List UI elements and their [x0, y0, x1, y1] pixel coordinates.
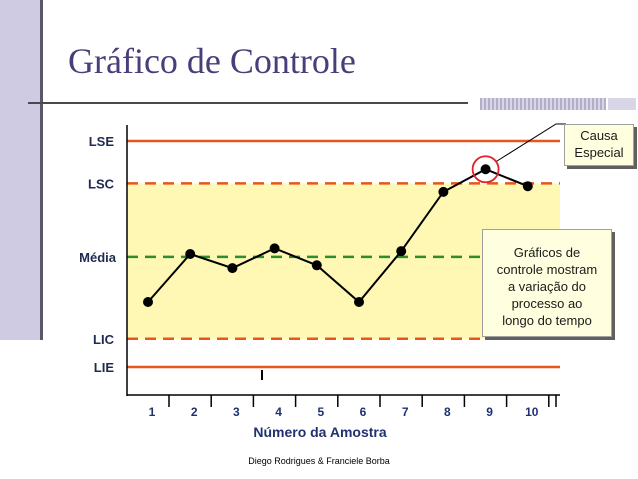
callout-leader [496, 123, 566, 162]
title-rule [28, 102, 468, 104]
callout-cause-line-1: Causa [580, 128, 618, 143]
data-point-9 [480, 164, 491, 175]
series-line [147, 168, 529, 304]
data-point-2 [185, 249, 196, 259]
x-tick-label-2: 2 [191, 405, 198, 419]
data-point-3 [227, 263, 238, 274]
x-tick-label-10: 10 [525, 405, 539, 419]
data-point-5 [311, 260, 322, 271]
control-label-4: LIC [93, 332, 115, 347]
data-point-7 [396, 246, 407, 257]
callout-special-cause: Causa Especial [564, 124, 634, 166]
control-label-1: LSE [89, 134, 115, 149]
callout-note: Gráficos de controle mostram a variação … [482, 229, 612, 337]
data-point-6 [354, 297, 364, 308]
footer-credits: Diego Rodrigues & Franciele Borba [248, 456, 390, 466]
callout-note-line-5: longo do tempo [502, 313, 592, 328]
data-point-8 [438, 186, 449, 197]
callout-note-line-1: Gráficos de [513, 245, 581, 260]
callout-note-line-4: processo ao [511, 296, 583, 311]
x-tick-label-3: 3 [233, 405, 240, 419]
x-axis-label: Número da Amostra [253, 424, 387, 440]
x-tick-label-8: 8 [444, 405, 451, 419]
title-decor-block [480, 98, 606, 110]
control-label-2: LSC [88, 176, 115, 191]
control-label-3: Média [79, 250, 117, 265]
data-point-10 [522, 181, 533, 192]
x-tick-label-1: 1 [149, 405, 156, 419]
x-tick-label-6: 6 [360, 405, 367, 419]
slide-title: Gráfico de Controle [68, 41, 356, 81]
control-label-5: LIE [94, 360, 115, 375]
callout-cause-line-2: Especial [574, 145, 624, 160]
data-point-1 [143, 297, 153, 308]
special-cause-ring [471, 155, 500, 184]
callout-note-line-2: controle mostram [496, 262, 598, 277]
callout-note-line-3: a variação do [507, 279, 587, 294]
x-tick-label-4: 4 [275, 405, 282, 419]
x-tick-label-7: 7 [402, 405, 409, 419]
left-decor-shadow [40, 0, 43, 340]
x-tick-label-9: 9 [486, 405, 493, 419]
data-point-4 [269, 243, 280, 254]
left-decor-strip [0, 0, 40, 340]
title-decor-block-right [608, 98, 636, 110]
x-tick-label-5: 5 [317, 405, 324, 419]
